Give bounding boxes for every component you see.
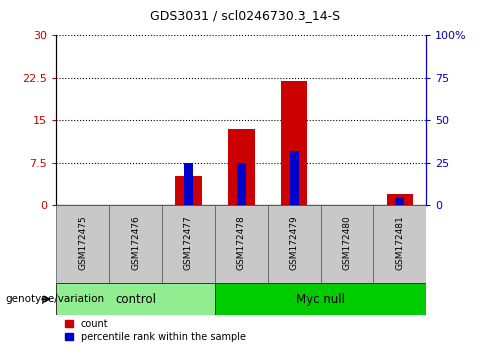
Bar — [56, 283, 215, 315]
Bar — [162, 205, 215, 283]
Bar — [320, 205, 373, 283]
Bar — [228, 129, 254, 205]
Text: genotype/variation: genotype/variation — [5, 294, 104, 304]
Bar — [281, 81, 307, 205]
Bar — [175, 176, 202, 205]
Bar — [109, 205, 162, 283]
Text: GSM172478: GSM172478 — [237, 215, 246, 270]
Bar — [215, 205, 268, 283]
Text: control: control — [115, 293, 156, 306]
Text: GSM172480: GSM172480 — [343, 215, 351, 270]
Text: GSM172476: GSM172476 — [131, 215, 140, 270]
Bar — [237, 163, 246, 205]
Legend: count, percentile rank within the sample: count, percentile rank within the sample — [61, 315, 249, 346]
Bar — [395, 197, 405, 205]
Bar — [387, 194, 413, 205]
Text: GSM172479: GSM172479 — [290, 215, 299, 270]
Text: Myc null: Myc null — [296, 293, 345, 306]
Bar — [184, 163, 193, 205]
Text: GSM172481: GSM172481 — [395, 215, 404, 270]
Bar — [373, 205, 426, 283]
Text: GDS3031 / scl0246730.3_14-S: GDS3031 / scl0246730.3_14-S — [150, 10, 340, 22]
Bar — [56, 205, 109, 283]
Bar — [215, 283, 426, 315]
Text: GSM172475: GSM172475 — [78, 215, 87, 270]
Text: GSM172477: GSM172477 — [184, 215, 193, 270]
Bar — [268, 205, 320, 283]
Bar — [290, 151, 299, 205]
